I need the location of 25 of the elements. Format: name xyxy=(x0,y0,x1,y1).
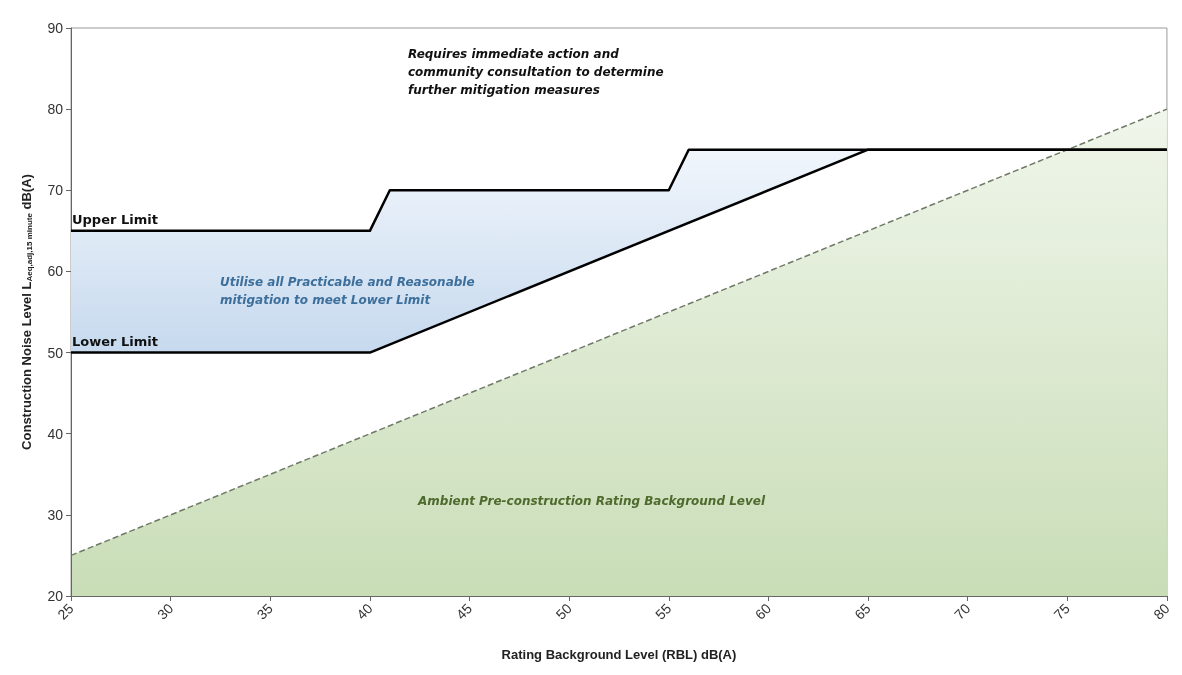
annotation: Requires immediate action and community consultation to determine further mitigation measures xyxy=(408,47,664,97)
y-tick-label: 30 xyxy=(47,506,64,523)
x-tick-label: 45 xyxy=(452,600,476,623)
x-tick-label: 80 xyxy=(1150,600,1173,623)
x-tick-label: 55 xyxy=(652,600,675,623)
y-tick-label: 50 xyxy=(47,344,64,361)
annotation: Utilise all Practicable and Reasonable mitigation to meet Lower Limit xyxy=(220,275,475,307)
x-tick-label: 30 xyxy=(153,600,177,623)
x-tick-label: 50 xyxy=(552,600,575,623)
x-tick-label: 35 xyxy=(253,600,277,623)
y-tick-label: 40 xyxy=(47,425,64,442)
x-tick-label: 40 xyxy=(353,600,376,623)
x-tick-label: 65 xyxy=(851,600,874,623)
series-label: Lower Limit xyxy=(72,334,158,350)
y-axis-title: Construction Noise Level LAeq,adj,15 minute dB(A) xyxy=(18,174,34,450)
x-axis-title: Rating Background Level (RBL) dB(A) xyxy=(501,647,737,662)
annotation: Ambient Pre-construction Rating Background Level xyxy=(417,494,766,508)
x-tick-label: 75 xyxy=(1050,600,1074,623)
y-tick-label: 90 xyxy=(47,20,64,36)
y-tick-label: 80 xyxy=(47,101,64,118)
y-tick-label: 70 xyxy=(47,182,64,199)
x-tick-label: 70 xyxy=(951,600,974,623)
series-label: Upper Limit xyxy=(72,212,158,228)
y-tick-label: 60 xyxy=(47,263,64,280)
x-tick-label: 60 xyxy=(751,600,775,623)
